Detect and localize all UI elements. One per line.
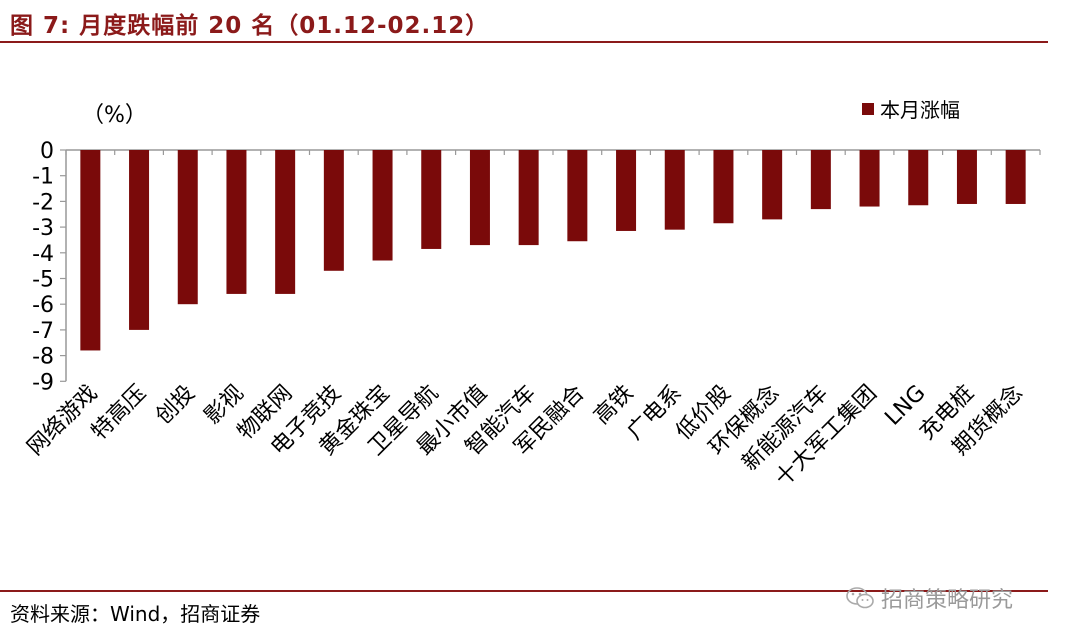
bar: [129, 150, 150, 330]
watermark-text: 招商策略研究: [881, 588, 1014, 613]
x-tick-label: 广电系: [623, 381, 687, 445]
bar: [226, 150, 247, 294]
y-tick-label: -6: [32, 293, 54, 318]
bar: [762, 150, 783, 220]
watermark: 招商策略研究: [845, 582, 1013, 614]
y-tick-label: -1: [32, 165, 54, 190]
y-tick-label: -3: [32, 216, 54, 241]
y-tick-label: -7: [32, 319, 54, 344]
y-tick-label: -8: [32, 345, 54, 370]
source-note: 资料来源：Wind，招商证券: [10, 602, 261, 626]
bar: [713, 150, 734, 224]
bar: [323, 150, 344, 271]
figure-title: 图 7: 月度跌幅前 20 名（01.12-02.12）: [10, 13, 490, 39]
footer-divider: [0, 590, 1048, 592]
bar: [421, 150, 442, 249]
bar: [177, 150, 198, 305]
y-unit-label: （%）: [82, 103, 147, 128]
y-tick-label: -9: [32, 370, 54, 395]
y-tick-label: 0: [40, 139, 54, 164]
y-tick-label: -4: [32, 242, 54, 267]
bar: [908, 150, 929, 206]
bar: [518, 150, 539, 246]
bar: [810, 150, 831, 210]
legend-swatch: [862, 103, 874, 115]
bar: [1005, 150, 1026, 204]
bar: [664, 150, 685, 230]
y-tick-label: -2: [32, 190, 54, 215]
bar: [469, 150, 490, 246]
legend-label: 本月涨幅: [880, 98, 960, 122]
title-divider: [0, 41, 1048, 43]
bar: [372, 150, 393, 261]
bar: [275, 150, 296, 294]
bar: [80, 150, 101, 351]
bar: [859, 150, 880, 207]
bar: [956, 150, 977, 204]
x-tick-label: 创投: [151, 381, 200, 430]
wechat-icon: [846, 587, 874, 609]
x-tick-label: 特高压: [87, 381, 151, 445]
bar: [567, 150, 588, 242]
y-tick-label: -5: [32, 268, 54, 293]
bar: [616, 150, 637, 231]
